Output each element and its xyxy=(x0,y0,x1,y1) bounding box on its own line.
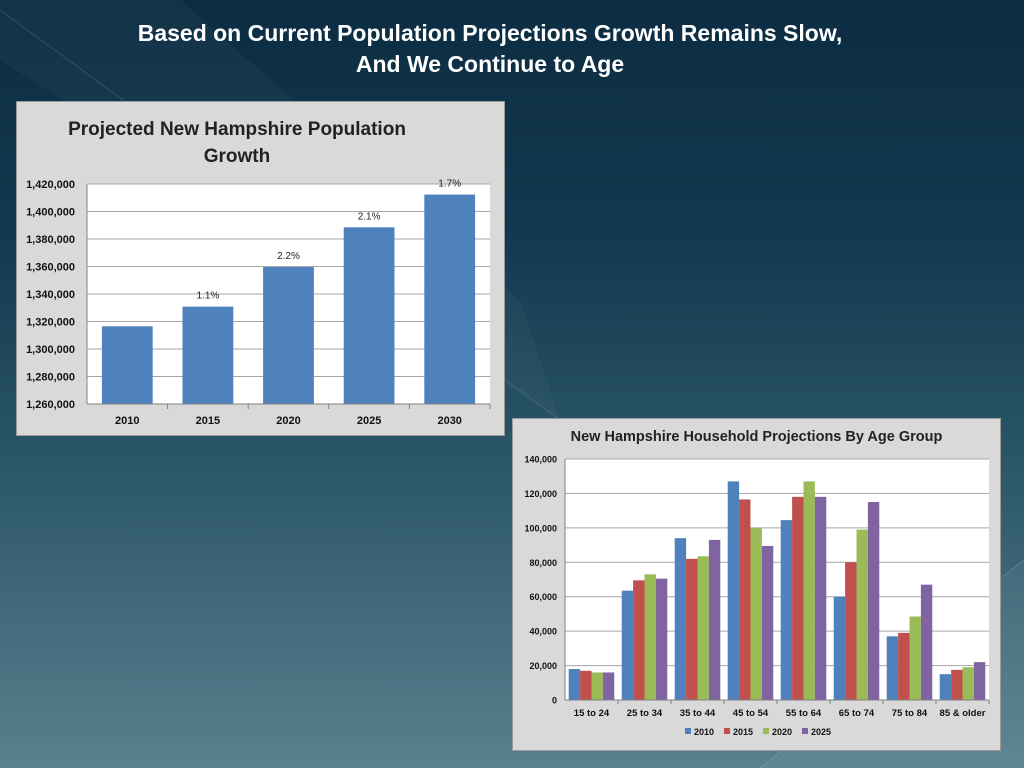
legend-swatch-2025 xyxy=(802,728,808,734)
y-tick-label: 1,320,000 xyxy=(26,317,75,329)
y-tick-label: 40,000 xyxy=(529,627,557,637)
x-tick-label: 15 to 24 xyxy=(574,708,610,719)
bar-2020 xyxy=(750,527,762,700)
slide-title-line-2: And We Continue to Age xyxy=(355,51,625,77)
y-tick-label: 1,340,000 xyxy=(26,289,75,301)
x-tick-label: 35 to 44 xyxy=(680,708,716,719)
bar-2015 xyxy=(580,670,592,700)
bar-2015 xyxy=(792,496,804,700)
population-chart-title: Projected New Hampshire Population Growt… xyxy=(57,116,417,170)
bar-2010 xyxy=(886,636,899,700)
bar-2015 xyxy=(686,558,698,700)
y-tick-label: 1,420,000 xyxy=(26,179,75,191)
bar-2020 xyxy=(856,529,868,700)
bar xyxy=(424,194,476,404)
bar-2025 xyxy=(920,584,933,700)
bar-2020 xyxy=(644,574,656,700)
bar-2020 xyxy=(962,667,974,700)
bar-2025 xyxy=(973,662,986,700)
bar xyxy=(101,326,153,404)
y-tick-label: 120,000 xyxy=(524,489,557,499)
x-tick-label: 2015 xyxy=(196,415,220,427)
bar-2020 xyxy=(697,556,709,700)
bar-2015 xyxy=(633,580,645,700)
legend-swatch-2020 xyxy=(763,728,769,734)
legend-label: 2015 xyxy=(733,727,753,737)
bar-2010 xyxy=(674,538,687,700)
bar-2010 xyxy=(727,481,740,700)
household-chart-title: New Hampshire Household Projections By A… xyxy=(570,429,943,445)
y-tick-label: 1,260,000 xyxy=(26,399,75,411)
legend-label: 2025 xyxy=(811,727,831,737)
x-tick-label: 2025 xyxy=(357,415,381,427)
x-tick-label: 85 & older xyxy=(940,708,986,719)
bar-2015 xyxy=(951,669,963,700)
bar-2015 xyxy=(845,562,857,700)
bar xyxy=(263,267,314,404)
population-chart-title-line-2: Growth xyxy=(203,146,271,167)
bar-2015 xyxy=(898,632,910,700)
bar-2025 xyxy=(655,578,668,700)
y-tick-label: 60,000 xyxy=(529,592,557,602)
population-growth-chart: Projected New Hampshire Population Growt… xyxy=(16,101,505,436)
bar-2025 xyxy=(761,545,774,700)
x-tick-label: 55 to 64 xyxy=(786,708,822,719)
bar-2020 xyxy=(803,481,815,700)
y-tick-label: 80,000 xyxy=(529,558,557,568)
y-tick-label: 1,360,000 xyxy=(26,262,75,274)
bar xyxy=(343,227,395,404)
y-tick-label: 100,000 xyxy=(524,523,557,533)
y-tick-label: 0 xyxy=(552,696,557,706)
data-label: 1.1% xyxy=(197,291,220,302)
bar-2015 xyxy=(739,499,751,700)
bar-2025 xyxy=(602,672,615,700)
slide-title-line-1: Based on Current Population Projections … xyxy=(137,20,843,46)
data-label: 2.1% xyxy=(358,211,381,222)
bar-2025 xyxy=(867,502,880,700)
bar-2010 xyxy=(833,596,846,700)
legend-swatch-2015 xyxy=(724,728,730,734)
x-tick-label: 65 to 74 xyxy=(839,708,875,719)
household-chart-plot: 0 20,000 40,000 60,000 80,000 100,000 120,000 1… xyxy=(524,455,990,737)
legend-swatch-2010 xyxy=(685,728,691,734)
household-projections-chart: New Hampshire Household Projections By A… xyxy=(512,418,1001,751)
x-tick-label: 2010 xyxy=(115,415,139,427)
y-tick-label: 140,000 xyxy=(524,455,557,465)
x-tick-label: 2020 xyxy=(276,415,300,427)
x-tick-label: 2030 xyxy=(437,415,461,427)
y-tick-label: 20,000 xyxy=(529,661,557,671)
bar-2010 xyxy=(780,520,793,700)
y-tick-label: 1,280,000 xyxy=(26,372,75,384)
bar-2020 xyxy=(591,672,603,700)
bar xyxy=(182,306,234,404)
bar-2020 xyxy=(909,616,921,700)
bar-2010 xyxy=(939,674,952,700)
data-label: 2.2% xyxy=(277,251,300,262)
y-tick-label: 1,300,000 xyxy=(26,344,75,356)
bar-2025 xyxy=(814,496,827,700)
x-tick-label: 75 to 84 xyxy=(892,708,928,719)
y-tick-label: 1,400,000 xyxy=(26,207,75,219)
x-tick-label: 45 to 54 xyxy=(733,708,769,719)
bar-2025 xyxy=(708,539,721,700)
legend-label: 2010 xyxy=(694,727,714,737)
population-chart-title-line-1: Projected New Hampshire Population xyxy=(68,119,406,140)
bar-2010 xyxy=(568,669,581,700)
legend-label: 2020 xyxy=(772,727,792,737)
population-chart-plot: 1,260,000 1,280,000 1,300,000 1,320,000 1,34… xyxy=(26,179,491,427)
y-tick-label: 1,380,000 xyxy=(26,234,75,246)
x-tick-label: 25 to 34 xyxy=(627,708,663,719)
bar-2010 xyxy=(621,590,634,700)
slide-title: Based on Current Population Projections … xyxy=(60,18,920,80)
data-label: 1.7% xyxy=(438,179,461,190)
